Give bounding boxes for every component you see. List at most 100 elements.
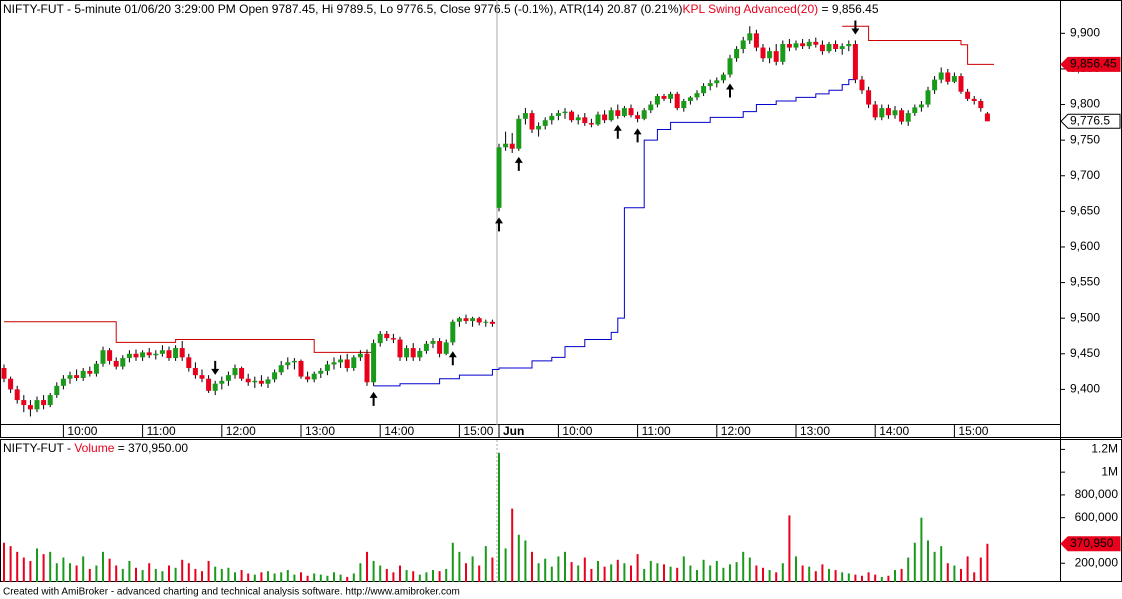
candle-body (813, 41, 819, 45)
candle-body (397, 339, 403, 358)
volume-bar (517, 534, 520, 582)
volume-bar (979, 557, 982, 582)
candle-body (621, 108, 627, 116)
volume-bar (577, 565, 580, 582)
candle-body (529, 113, 535, 130)
candle-body (971, 98, 977, 101)
volume-bar (504, 548, 507, 582)
volume-bar (405, 570, 408, 582)
candle-body (21, 400, 27, 406)
candle-body (338, 359, 344, 363)
candle-body (720, 74, 726, 81)
volume-bar (359, 563, 362, 582)
volume-bar (385, 568, 388, 582)
volume-tick-label: 600,000 (1075, 510, 1119, 524)
candle-body (199, 375, 205, 379)
candle-body (760, 47, 766, 59)
volume-bar (253, 574, 256, 582)
volume-bar (676, 567, 679, 582)
volume-bar (484, 546, 487, 582)
x-tick-label: 14:00 (384, 424, 414, 438)
candle-body (357, 353, 363, 358)
candle-body (456, 318, 462, 322)
candle-body (892, 110, 898, 116)
y-tick-label: 9,600 (1070, 239, 1100, 253)
volume-bar (583, 557, 586, 582)
candle-body (34, 400, 40, 410)
volume-bar (313, 573, 316, 582)
candle-body (839, 46, 845, 49)
candle-body (252, 380, 258, 383)
candle-body (423, 343, 429, 351)
x-tick-label: 13:00 (800, 424, 830, 438)
candle-body (866, 90, 872, 105)
candle-body (318, 370, 324, 374)
candle-body (265, 379, 271, 384)
candle-body (661, 96, 667, 99)
volume-bar (346, 576, 349, 582)
volume-bars (3, 452, 989, 582)
volume-bar (722, 567, 725, 582)
candle-body (899, 110, 905, 122)
candle-body (503, 143, 509, 148)
candle-body (87, 370, 93, 374)
volume-bar (399, 565, 401, 582)
candle-body (687, 97, 693, 101)
volume-bar (62, 557, 65, 582)
volume-bar (748, 557, 751, 582)
volume-name: Volume (74, 441, 114, 455)
candle-body (767, 51, 773, 59)
candle-body (232, 368, 238, 376)
candle-body (833, 44, 839, 49)
volume-bar (300, 572, 302, 582)
volume-bar (498, 452, 500, 582)
candle-body (404, 348, 410, 358)
volume-bar (814, 571, 817, 582)
volume-bar (616, 559, 619, 582)
candle-body (648, 104, 654, 111)
volume-bar (847, 573, 850, 582)
volume-bar (154, 568, 157, 582)
volume-bar (795, 556, 797, 582)
volume-last-label: 370,950 (1070, 536, 1114, 550)
candle-body (595, 114, 601, 125)
candle-body (291, 360, 297, 363)
candle-body (450, 321, 456, 343)
y-tick-label: 9,450 (1070, 346, 1100, 360)
volume-bar (108, 558, 111, 582)
candle-body (951, 76, 957, 82)
candle-body (351, 357, 357, 369)
x-tick-label: 15:00 (958, 424, 988, 438)
volume-bar (841, 572, 844, 582)
volume-bar (768, 570, 771, 582)
volume-bar (531, 551, 533, 582)
candle-body (569, 111, 575, 121)
candle-body (555, 113, 561, 116)
volume-bar (801, 565, 804, 582)
volume-bar (511, 508, 514, 582)
volume-bar (597, 560, 599, 582)
volume-bar (524, 540, 527, 582)
volume-bar (418, 574, 421, 582)
candle-body (54, 385, 60, 396)
volume-bar (656, 563, 659, 582)
candle-body (668, 93, 674, 99)
volume-bar (438, 571, 441, 582)
volume-bar (663, 564, 665, 582)
candle-body (932, 79, 938, 91)
volume-bar (451, 542, 454, 582)
volume-bar (240, 570, 243, 582)
candle-body (311, 373, 317, 380)
candle-body (727, 58, 733, 75)
candle-body (694, 93, 700, 98)
x-tick-label: 15:00 (463, 424, 493, 438)
volume-bar (445, 568, 448, 582)
volume-bar (207, 560, 210, 582)
candle-body (60, 378, 66, 386)
candle-body (159, 350, 165, 354)
volume-bar (352, 573, 355, 582)
volume-bar (392, 572, 395, 582)
volume-bar (788, 515, 791, 582)
candle-body (984, 113, 990, 122)
